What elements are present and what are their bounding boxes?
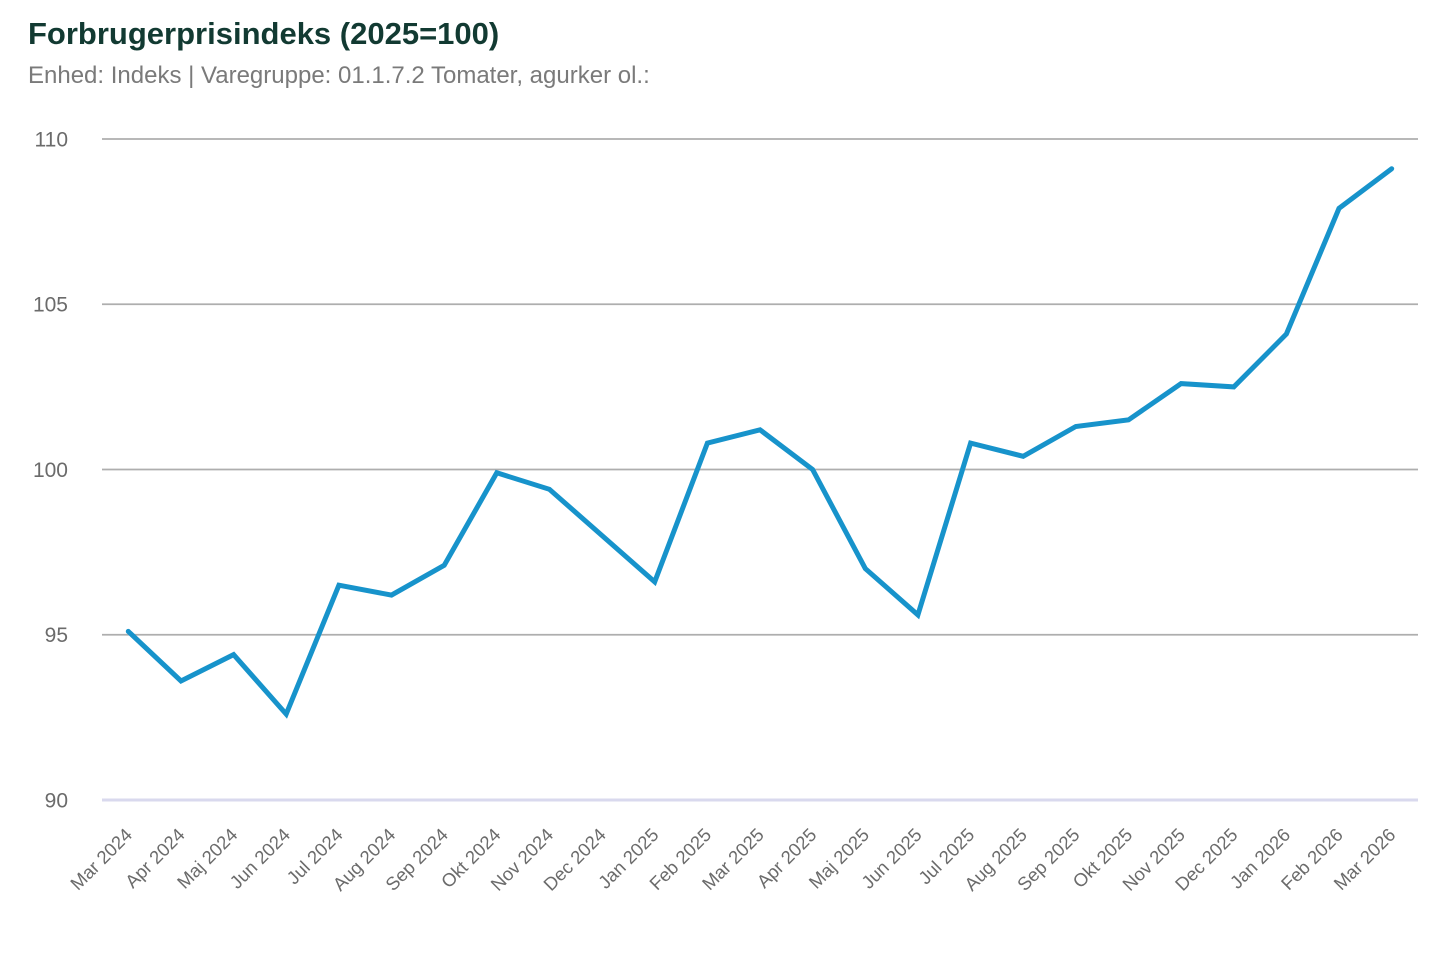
y-tick-label-105: 105 — [33, 294, 68, 317]
chart-header: Forbrugerprisindeks (2025=100) Enhed: In… — [28, 16, 650, 90]
y-tick-label-100: 100 — [33, 459, 68, 482]
x-tick-label-0: Mar 2024 — [66, 824, 136, 894]
y-tick-label-110: 110 — [35, 128, 68, 151]
y-tick-label-90: 90 — [45, 789, 68, 812]
y-tick-label-95: 95 — [45, 624, 68, 647]
chart-title: Forbrugerprisindeks (2025=100) — [28, 16, 500, 51]
data-series-line — [125, 166, 1395, 719]
chart-subtitle: Enhed: Indeks | Varegruppe: 01.1.7.2 Tom… — [28, 61, 650, 89]
